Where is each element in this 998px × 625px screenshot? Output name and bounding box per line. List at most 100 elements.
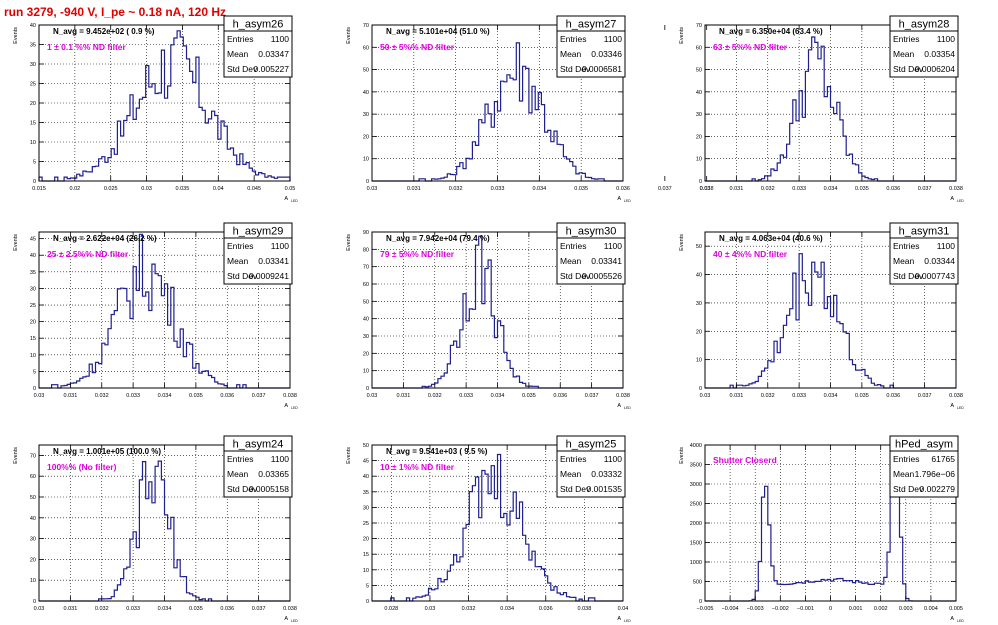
y-tick-label: 70	[363, 265, 369, 271]
x-tick-label: 0.032	[95, 606, 109, 612]
stats-std-label: Std Dev	[560, 484, 591, 494]
x-tick-label: 0.031	[63, 606, 77, 612]
y-tick-label: 80	[363, 247, 369, 253]
page-title: run 3279, -940 V, I_pe ~ 0.18 nA, 120 Hz	[4, 5, 227, 19]
stats-box	[556, 435, 626, 498]
stats-std-value: 0.005227	[254, 64, 290, 74]
y-tick-label: 10	[696, 157, 702, 163]
x-tick-label: 0.036	[616, 186, 630, 192]
x-tick-label: 0.033	[459, 393, 473, 399]
stats-std-label: Std Dev	[560, 271, 591, 281]
histogram-panel-h_asym24: 0 10 20 30 40 50 60 70 0.03 0.031 0.032 0.033 0.034 0…	[13, 435, 298, 623]
histogram-name: h_asym24	[233, 439, 284, 451]
filter-annotation: 79 ± 5%% ND filter	[380, 249, 455, 259]
x-tick-label: 0.03	[141, 186, 152, 192]
y-tick-label: 70	[363, 23, 369, 29]
x-tick-label: 0.036	[886, 186, 900, 192]
n-avg-label: N_avg = 9.452e+02 ( 0.9 %)	[53, 27, 155, 36]
y-tick-label: 40	[363, 90, 369, 96]
stats-entries-value: 1100	[271, 241, 290, 251]
y-tick-label: 50	[696, 244, 702, 250]
y-tick-label: 25	[30, 303, 36, 309]
y-tick-label: 3000	[690, 482, 702, 488]
stats-std-label: Std Dev	[227, 64, 258, 74]
x-axis-label-sub: LED	[957, 406, 964, 410]
n-avg-label: N_avg = 7.942e+04 (79.4 %)	[386, 234, 490, 243]
n-avg-label: N_avg = 9.541e+03 ( 9.5 %)	[386, 447, 488, 456]
x-tick-label: 0.001	[849, 606, 863, 612]
stats-mean-label: Mean	[560, 469, 582, 479]
x-tick-label: 0.031	[407, 186, 421, 192]
x-tick-label: 0.004	[924, 606, 938, 612]
y-tick-label: 30	[30, 286, 36, 292]
y-tick-label: 50	[30, 495, 36, 501]
y-tick-label: 5	[366, 583, 369, 589]
y-tick-label: 20	[30, 557, 36, 563]
stats-entries-label: Entries	[893, 34, 919, 44]
y-tick-label: 30	[30, 62, 36, 68]
y-axis-label: Events	[13, 447, 19, 464]
stats-mean-label: Mean	[227, 256, 249, 266]
y-tick-label: 1500	[690, 541, 702, 547]
x-axis-label: A	[284, 403, 288, 409]
stats-std-label: Std Dev	[560, 64, 591, 74]
x-axis-label-sub: LED	[624, 199, 631, 203]
x-tick-label: 0.032	[761, 186, 775, 192]
histogram-panel-h_asym25: 0 5 10 15 20 25 30 35 40 45 50 0.028 0.03 0.032 0.034 0…	[346, 435, 631, 623]
stats-std-value: 0.0005158	[249, 484, 289, 494]
n-avg-label: N_avg = 2.622e+04 (26.2 %)	[53, 234, 157, 243]
y-tick-label: 60	[363, 282, 369, 288]
stats-entries-label: Entries	[560, 241, 586, 251]
filter-annotation: 10 ± 1%% ND filter	[380, 462, 455, 472]
x-tick-label: 0.05	[285, 186, 296, 192]
x-tick-label: 0.035	[189, 393, 203, 399]
x-tick-label: 0.034	[158, 393, 172, 399]
filter-annotation: 40 ± 4%% ND filter	[713, 249, 788, 259]
histogram-line	[38, 30, 291, 182]
stats-std-label: Std Dev	[227, 484, 258, 494]
y-tick-label: 60	[30, 474, 36, 480]
x-tick-label: 0.035	[176, 186, 190, 192]
filter-annotation: 63 ± 5%% ND filter	[713, 42, 788, 52]
x-tick-label: 0.005	[949, 606, 963, 612]
y-tick-label: 45	[363, 459, 369, 465]
histogram-panel-h_asym31: 0 10 20 30 40 50 0.03 0.031 0.032 0.033 0.034 0.035…	[679, 222, 964, 410]
y-axis-label: Events	[346, 27, 352, 44]
x-axis-label: A	[950, 196, 954, 202]
histogram-name: h_asym31	[899, 226, 950, 238]
y-tick-label: 10	[30, 140, 36, 146]
stats-mean-value: 0.03365	[258, 469, 289, 479]
stats-mean-value: 0.03346	[591, 49, 622, 59]
x-tick-label: 0.036	[886, 393, 900, 399]
histogram-panel-h_asym26: 0 5 10 15 20 25 30 35 40 0.015 0.02 0.025 0.03 0.035 0…	[13, 15, 298, 203]
y-tick-label: 30	[696, 301, 702, 307]
y-tick-label: 35	[363, 490, 369, 496]
stats-std-label: Std Dev	[893, 64, 924, 74]
stats-mean-value: 0.03332	[591, 469, 622, 479]
x-tick-label: 0.034	[532, 186, 546, 192]
y-tick-label: 15	[30, 121, 36, 127]
y-axis-label: Events	[346, 234, 352, 251]
y-tick-label: 10	[363, 157, 369, 163]
histogram-panel-h_asym30: 0 10 20 30 40 50 60 70 80 90 0.03 0.031 0.032 0.033 0.…	[346, 222, 631, 410]
x-tick-label: 0.033	[491, 186, 505, 192]
x-tick-label: 0.028	[384, 606, 398, 612]
stats-mean-label: Mean	[560, 49, 582, 59]
stats-std-value: 0.0007743	[915, 271, 955, 281]
stats-entries-value: 1100	[271, 34, 290, 44]
y-tick-label: 40	[363, 474, 369, 480]
stats-entries-label: Entries	[893, 454, 919, 464]
histogram-panel-h_asym29: 0 5 10 15 20 25 30 35 40 45 0.03 0.031 0.032 0.033 0.0…	[13, 222, 298, 410]
y-axis-label: Events	[13, 27, 19, 44]
x-tick-label: 0.045	[247, 186, 261, 192]
histogram-line	[705, 444, 956, 602]
y-tick-label: 500	[693, 580, 702, 586]
y-axis-label: Events	[346, 447, 352, 464]
x-axis-label-sub: LED	[624, 406, 631, 410]
y-tick-label: 30	[363, 505, 369, 511]
stats-mean-value: 1.796e−06	[915, 469, 956, 479]
histogram-panel-hPed_asym: 0 500 1000 1500 2000 2500 3000 3500 4000 −0.005 −0…	[679, 435, 964, 623]
x-axis-label-sub: LED	[957, 619, 964, 623]
